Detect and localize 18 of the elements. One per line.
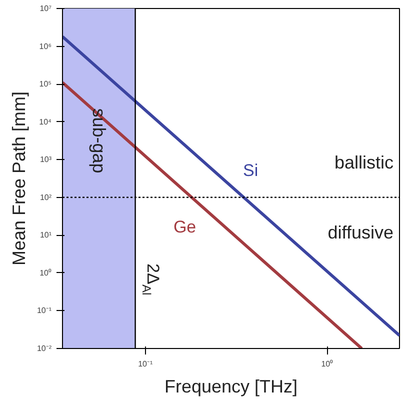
- annotation: diffusive: [328, 222, 394, 242]
- y-axis-title: Mean Free Path [mm]: [8, 91, 29, 266]
- series-label: Ge: [173, 217, 196, 236]
- y-tick-label: 10⁻¹: [36, 306, 52, 316]
- y-tick-label: 10¹: [40, 230, 52, 240]
- y-tick-label: 10⁻²: [36, 344, 52, 353]
- y-tick-label: 10⁶: [39, 42, 52, 51]
- y-tick-label: 10⁰: [40, 268, 52, 278]
- annotation: ballistic: [334, 152, 394, 172]
- series-label: Si: [243, 161, 258, 180]
- band-label: sub-gap: [88, 108, 109, 174]
- y-tick-label: 10⁷: [40, 4, 52, 13]
- y-tick-label: 10²: [40, 192, 52, 202]
- x-axis-title: Frequency [THz]: [164, 376, 298, 396]
- y-tick-label: 10⁴: [39, 117, 52, 126]
- y-tick-label: 10³: [40, 155, 52, 164]
- y-tick-label: 10⁵: [39, 80, 52, 89]
- ref-line-label: 2ΔAl: [139, 264, 162, 296]
